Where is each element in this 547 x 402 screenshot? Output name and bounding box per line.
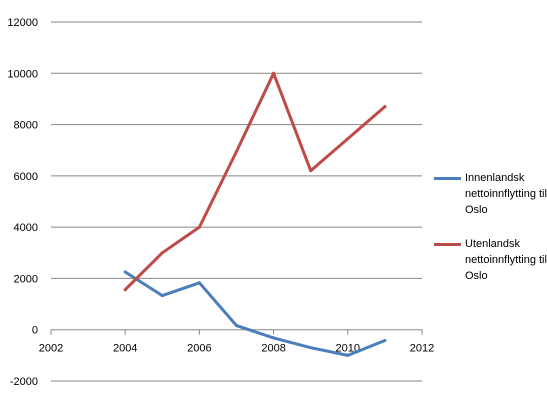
y-tick-label: 6000 [14,171,38,183]
legend-label-utenlandsk: Utenlandsk nettoinnflytting til Oslo [465,238,547,282]
gridlines [51,21,422,382]
y-tick-label: 0 [32,325,38,337]
data-point-series-1 [383,105,387,109]
data-point-series-0 [197,281,201,285]
legend-label-innenlandsk: Innenlandsk nettoinnflytting til Oslo [465,172,547,216]
data-point-series-1 [123,288,127,292]
x-tick-label: 2006 [187,343,211,355]
x-axis-tick-labels: 2002 2004 2006 2008 2010 2012 [39,343,434,355]
data-point-series-0 [346,353,350,357]
y-tick-label: 4000 [14,222,38,234]
legend-swatch-innenlandsk [434,177,461,180]
data-point-series-0 [235,324,238,328]
x-tick-label: 2008 [261,343,285,355]
y-axis-tick-labels: -2000 0 2000 4000 6000 8000 10000 12000 [7,17,38,388]
data-series [123,71,387,357]
y-tick-label: -2000 [10,376,38,388]
y-tick-label: 2000 [14,273,38,285]
data-point-series-1 [309,169,313,173]
series-line-1 [123,71,387,292]
series-line-0 [123,270,387,357]
data-point-series-0 [123,270,127,274]
data-point-series-1 [235,149,238,153]
x-tick-label: 2012 [410,343,434,355]
y-tick-label: 8000 [14,120,38,132]
legend-swatch-utenlandsk [434,243,461,246]
x-tick-label: 2004 [113,343,137,355]
data-point-series-0 [160,294,164,298]
data-point-series-0 [309,346,313,350]
data-point-series-1 [160,251,164,255]
y-tick-label: 12000 [7,17,38,29]
data-point-series-0 [272,336,276,340]
data-point-series-1 [197,225,201,229]
data-point-series-1 [272,71,276,75]
data-point-series-0 [383,338,387,342]
data-point-series-1 [346,137,350,141]
y-tick-label: 10000 [7,68,38,80]
x-axis [50,329,423,335]
x-tick-label: 2002 [39,343,63,355]
